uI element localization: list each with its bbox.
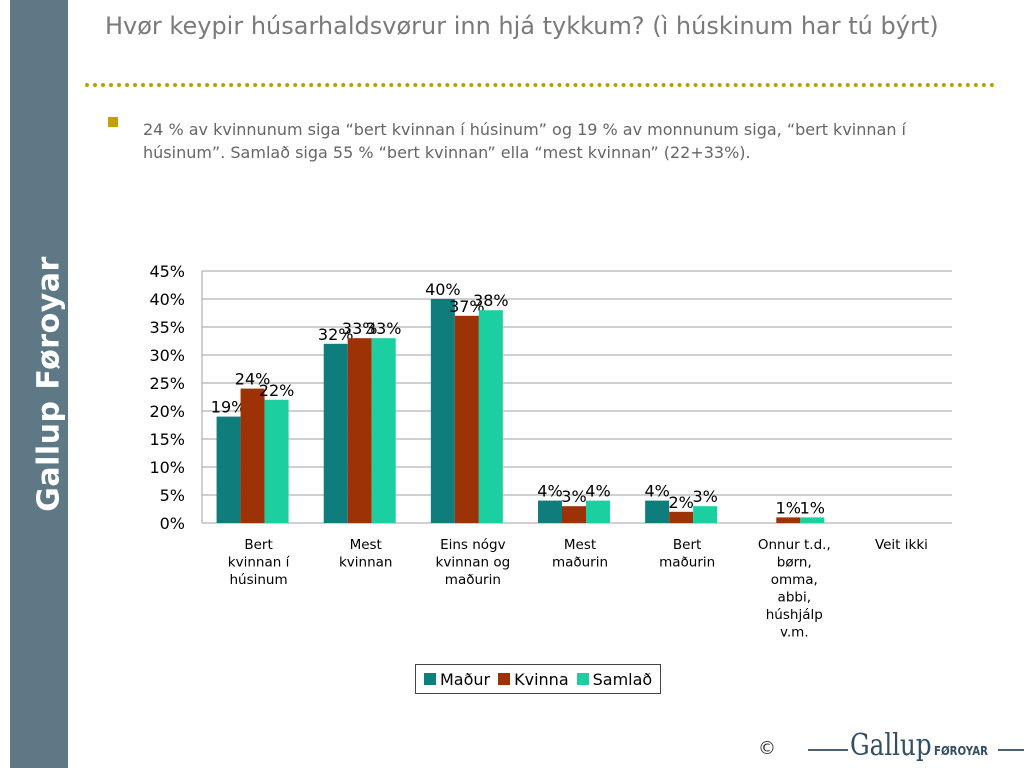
bullet-text: 24 % av kvinnunum siga “bert kvinnan í h… <box>143 120 906 162</box>
bar <box>776 517 801 523</box>
logo-rule-left <box>808 749 848 751</box>
y-tick-label: 15% <box>149 430 185 449</box>
data-label: 19% <box>211 398 247 417</box>
bar <box>454 315 479 523</box>
data-label: 32% <box>318 325 354 344</box>
legend-swatch <box>576 673 589 685</box>
x-tick-label-line: v.m. <box>780 625 809 641</box>
data-label: 1% <box>776 498 801 517</box>
x-tick-label: Eins nógv kvinnan og maðurin <box>436 537 511 588</box>
x-tick-label: Onnur t.d., børn, omma, abbi, húshjálp v.m. <box>758 537 831 641</box>
bar <box>264 399 289 523</box>
legend-swatch <box>498 673 511 685</box>
data-label: 2% <box>668 493 693 512</box>
y-tick-label: 10% <box>149 458 185 477</box>
legend-label: Samlað <box>592 669 653 689</box>
x-tick-label-line: kvinnan og <box>436 555 511 571</box>
data-label: 3% <box>561 487 586 506</box>
y-tick-label: 25% <box>149 374 185 393</box>
x-tick-label: Mest kvinnan <box>339 537 393 571</box>
x-tick-label-line: Onnur t.d., <box>758 537 831 553</box>
data-label: 1% <box>800 498 825 517</box>
bar <box>478 310 503 523</box>
data-label: 24% <box>235 370 271 389</box>
legend-label: Kvinna <box>514 669 569 689</box>
data-label: 3% <box>692 487 717 506</box>
bar <box>430 299 455 523</box>
x-tick-label-line: Bert <box>673 537 701 553</box>
y-tick-label: 35% <box>149 318 185 337</box>
x-tick-label-line: Veit ikki <box>875 537 928 553</box>
x-tick-label-line: maðurin <box>445 572 501 588</box>
bar <box>693 506 718 523</box>
logo-rule-right <box>998 749 1024 751</box>
y-tick-label: 0% <box>160 514 185 533</box>
x-tick-label-line: kvinnan <box>339 555 393 571</box>
x-tick-label-line: kvinnan í <box>228 555 291 571</box>
y-tick-label: 30% <box>149 346 185 365</box>
data-label: 40% <box>425 280 461 299</box>
legend-item: Kvinna <box>498 670 569 689</box>
x-tick-label-line: børn, <box>777 555 812 571</box>
x-tick-label: Bert maðurin <box>659 537 715 571</box>
bar <box>669 511 694 523</box>
bar <box>371 338 396 523</box>
sidebar: Gallup Føroyar <box>10 0 68 768</box>
data-label: 4% <box>644 482 669 501</box>
legend-swatch <box>424 673 436 685</box>
x-tick-label-line: omma, <box>771 572 818 588</box>
x-tick-label-line: húsinum <box>229 572 287 588</box>
x-tick-label: Mest maðurin <box>552 537 608 571</box>
bar <box>323 343 348 523</box>
data-label: 33% <box>366 319 402 338</box>
x-tick-label: Veit ikki <box>875 537 928 553</box>
legend-item: Maður <box>424 670 490 689</box>
data-label: 22% <box>259 381 295 400</box>
x-tick-label-line: húshjálp <box>766 607 823 623</box>
title-divider <box>85 83 995 87</box>
y-tick-label: 5% <box>160 486 185 505</box>
x-tick-label-line: Mest <box>564 537 596 553</box>
y-tick-label: 45% <box>149 262 185 281</box>
logo-main-text: Gallup <box>850 728 932 763</box>
x-tick-label-line: Mest <box>350 537 382 553</box>
data-label: 38% <box>473 291 509 310</box>
bar <box>562 506 586 523</box>
x-tick-label-line: Bert <box>244 537 272 553</box>
bar <box>347 338 372 523</box>
data-label: 33% <box>342 319 378 338</box>
data-label: 4% <box>537 482 562 501</box>
y-tick-label: 40% <box>149 290 185 309</box>
bar <box>800 517 825 523</box>
data-label: 37% <box>449 297 485 316</box>
data-label: 4% <box>585 482 610 501</box>
bar <box>538 500 562 523</box>
legend-label: Maður <box>440 669 491 689</box>
bar <box>216 416 241 523</box>
legend-item: Samlað <box>576 669 653 689</box>
copyright-symbol: © <box>758 738 776 759</box>
x-tick-label-line: abbi, <box>778 590 811 606</box>
x-tick-label-line: Eins nógv <box>440 537 506 553</box>
x-tick-label-line: maðurin <box>659 555 715 571</box>
x-tick-label-line: maðurin <box>552 555 608 571</box>
x-tick-label: Bert kvinnan í húsinum <box>228 537 291 588</box>
bar <box>645 500 670 523</box>
bullet-square-icon <box>108 117 118 127</box>
page-title: Hvør keypir húsarhaldsvørur inn hjá tykk… <box>105 12 939 40</box>
bar <box>240 388 265 523</box>
bar <box>586 500 610 523</box>
logo-sub-text: FØROYAR <box>933 744 988 758</box>
chart-legend: Maður Kvinna Samlað <box>415 664 662 694</box>
y-tick-label: 20% <box>149 402 185 421</box>
gallup-logo: Gallup FØROYAR <box>850 728 997 763</box>
